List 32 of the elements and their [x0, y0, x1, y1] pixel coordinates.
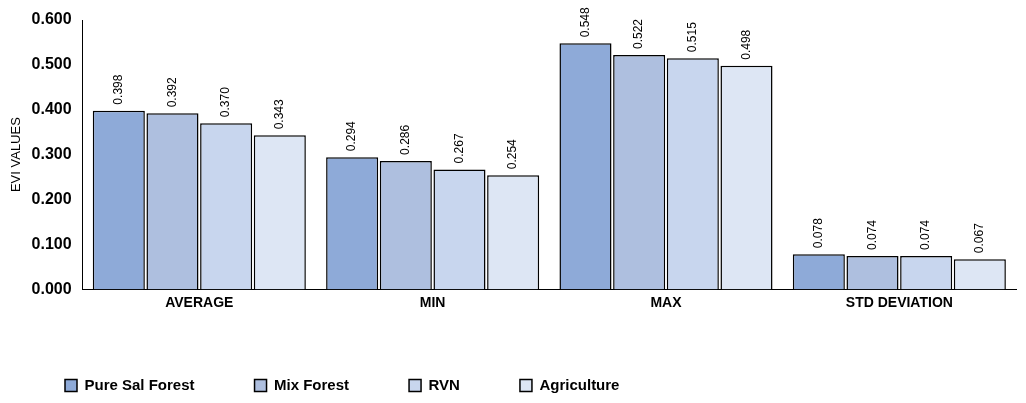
y-tick-label: 0.400 — [31, 100, 72, 118]
data-label: 0.398 — [111, 74, 126, 105]
y-tick-label: 0.600 — [31, 10, 72, 28]
x-tick-label: MIN — [419, 294, 446, 311]
data-label: 0.078 — [811, 217, 826, 249]
x-tick-label: MAX — [650, 294, 683, 311]
data-label: 0.267 — [451, 133, 466, 164]
y-tick-label: 0.300 — [31, 145, 72, 163]
data-label: 0.392 — [164, 76, 179, 108]
y-tick-label: 0.200 — [31, 189, 72, 207]
data-label: 0.254 — [505, 138, 520, 170]
x-tick-label: STD DEVIATION — [845, 294, 953, 311]
data-label: 0.515 — [685, 21, 700, 53]
data-label: 0.074 — [864, 219, 879, 250]
x-tick-label: AVERAGE — [165, 294, 234, 311]
legend-label: Agriculture — [539, 375, 620, 393]
data-label: 0.548 — [577, 6, 592, 38]
data-label: 0.294 — [344, 120, 359, 152]
data-label: 0.522 — [631, 18, 646, 49]
data-label: 0.498 — [738, 29, 753, 60]
data-label: 0.074 — [918, 219, 933, 250]
data-label: 0.286 — [398, 124, 413, 155]
y-tick-label: 0.000 — [31, 279, 72, 297]
legend-label: Pure Sal Forest — [84, 375, 195, 393]
y-tick-label: 0.100 — [31, 234, 72, 252]
data-label: 0.343 — [272, 98, 287, 130]
data-label: 0.370 — [218, 86, 233, 118]
y-tick-label: 0.500 — [31, 55, 72, 73]
legend-label: RVN — [428, 375, 460, 393]
y-axis-title: EVI VALUES — [8, 116, 24, 193]
data-label: 0.067 — [972, 222, 987, 254]
legend-label: Mix Forest — [274, 375, 350, 393]
